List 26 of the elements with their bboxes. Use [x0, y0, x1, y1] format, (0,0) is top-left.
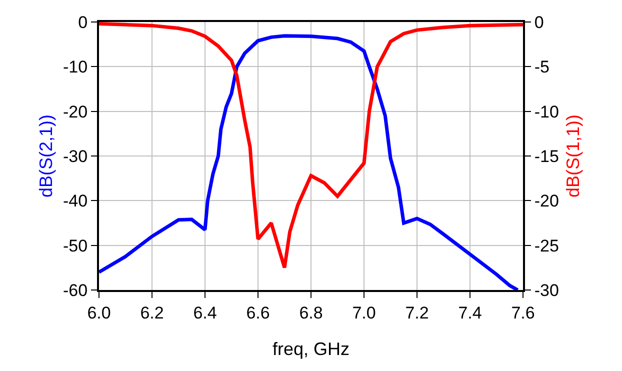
x-tick-label: 6.2 [140, 303, 164, 322]
y2-axis-title: dB(S(1,1)) [563, 114, 583, 198]
x-tick-label: 6.4 [193, 303, 217, 322]
y-tick-label: -60 [63, 280, 88, 300]
x-tick-label: 7.2 [405, 303, 429, 322]
y-axis-title: dB(S(2,1)) [36, 114, 56, 198]
y2-tick-label: -15 [534, 146, 559, 166]
y2-tick-label: -5 [534, 58, 550, 77]
y-tick-label: -20 [63, 102, 88, 122]
x-tick-label: 7.6 [511, 303, 535, 322]
y-tick-label: -50 [63, 236, 88, 256]
x-axis-title: freq, GHz [272, 339, 350, 359]
y-tick-label: -30 [63, 146, 88, 166]
x-tick-label: 6.6 [246, 303, 270, 322]
y2-tick-label: -30 [534, 280, 559, 300]
y2-tick-label: -25 [534, 236, 559, 256]
y2-tick-label: -20 [534, 192, 559, 211]
y2-tick-label: 0 [534, 12, 544, 32]
y-tick-label: -40 [63, 192, 88, 211]
y-tick-label: 0 [78, 12, 88, 32]
x-tick-label: 7.0 [352, 303, 376, 322]
y-tick-label: -10 [63, 58, 88, 77]
y2-tick-label: -10 [534, 102, 559, 122]
x-tick-label: 7.4 [458, 303, 482, 322]
x-tick-label: 6.0 [87, 303, 111, 322]
x-tick-label: 6.8 [299, 303, 323, 322]
